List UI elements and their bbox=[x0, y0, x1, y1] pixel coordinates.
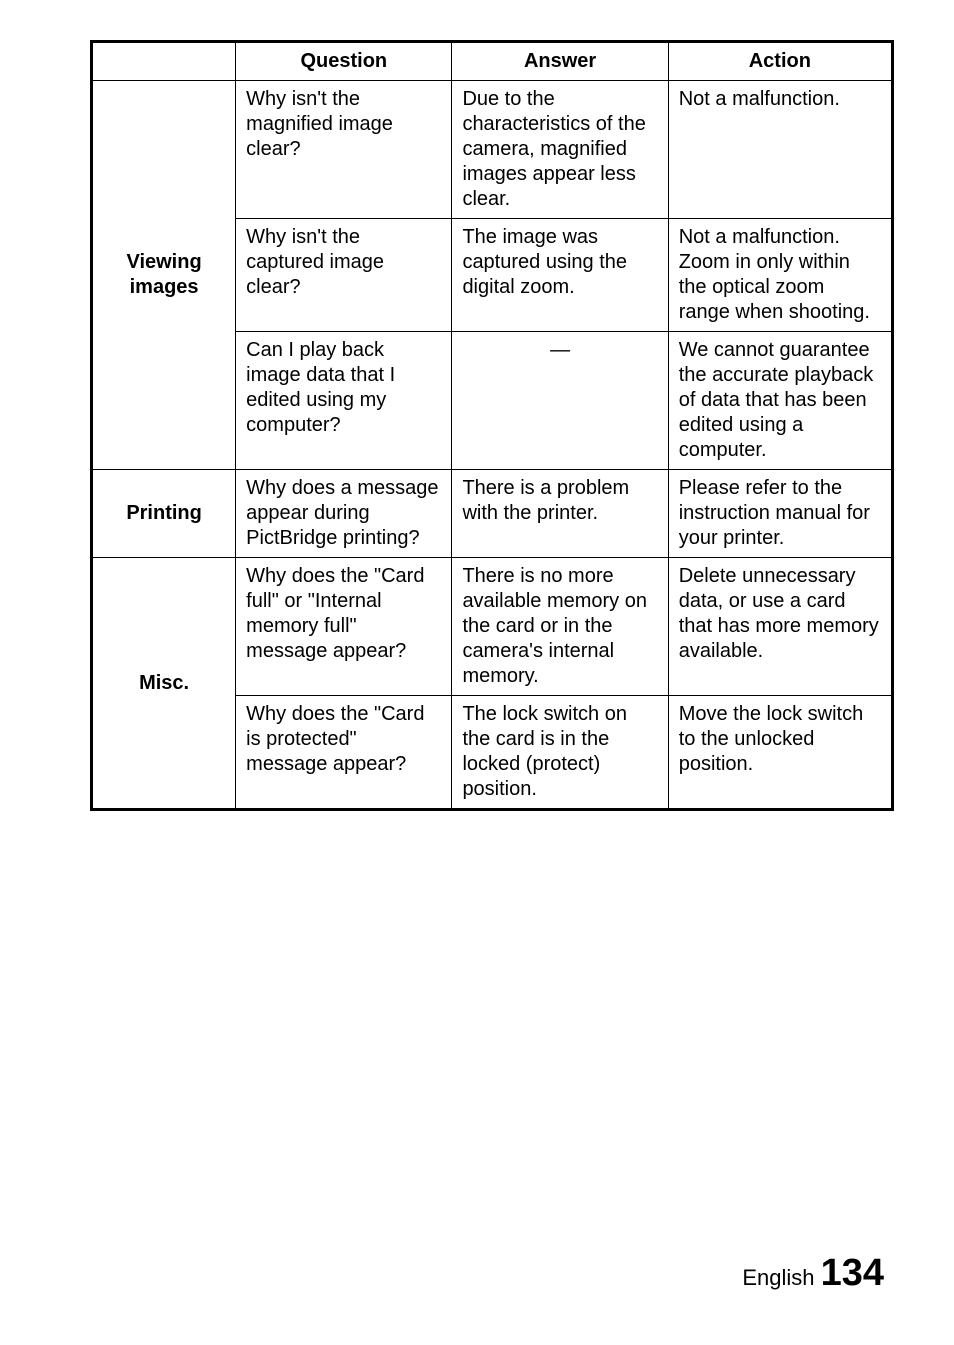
cell-action: We cannot guarantee the accurate playbac… bbox=[668, 332, 892, 470]
category-viewing: Viewing images bbox=[92, 81, 236, 470]
cell-question: Why does the "Card full" or "Internal me… bbox=[236, 558, 452, 696]
table-row: Viewing images Why isn't the magnified i… bbox=[92, 81, 893, 219]
category-printing: Printing bbox=[92, 470, 236, 558]
cell-answer: There is no more available memory on the… bbox=[452, 558, 668, 696]
cell-answer: Due to the characteristics of the camera… bbox=[452, 81, 668, 219]
table-header-row: Question Answer Action bbox=[92, 42, 893, 81]
table-row: Printing Why does a message appear durin… bbox=[92, 470, 893, 558]
cell-answer: The lock switch on the card is in the lo… bbox=[452, 696, 668, 810]
cell-question: Why does a message appear during PictBri… bbox=[236, 470, 452, 558]
cell-action: Not a malfunction. bbox=[668, 81, 892, 219]
cell-question: Why isn't the captured image clear? bbox=[236, 219, 452, 332]
cell-question: Can I play back image data that I edited… bbox=[236, 332, 452, 470]
header-question: Question bbox=[236, 42, 452, 81]
footer-page-number: 134 bbox=[821, 1252, 884, 1294]
footer-language: English bbox=[742, 1265, 814, 1290]
page-footer: English 134 bbox=[742, 1252, 884, 1295]
cell-answer: There is a problem with the printer. bbox=[452, 470, 668, 558]
cell-action: Not a malfunction. Zoom in only within t… bbox=[668, 219, 892, 332]
table-row: Misc. Why does the "Card full" or "Inter… bbox=[92, 558, 893, 696]
cell-action: Move the lock switch to the unlocked pos… bbox=[668, 696, 892, 810]
header-blank bbox=[92, 42, 236, 81]
cell-question: Why does the "Card is protected" message… bbox=[236, 696, 452, 810]
cell-action: Please refer to the instruction manual f… bbox=[668, 470, 892, 558]
cell-question: Why isn't the magnified image clear? bbox=[236, 81, 452, 219]
header-answer: Answer bbox=[452, 42, 668, 81]
header-action: Action bbox=[668, 42, 892, 81]
troubleshooting-table: Question Answer Action Viewing images Wh… bbox=[90, 40, 894, 811]
cell-answer: — bbox=[452, 332, 668, 470]
category-misc: Misc. bbox=[92, 558, 236, 810]
cell-action: Delete unnecessary data, or use a card t… bbox=[668, 558, 892, 696]
cell-answer: The image was captured using the digital… bbox=[452, 219, 668, 332]
